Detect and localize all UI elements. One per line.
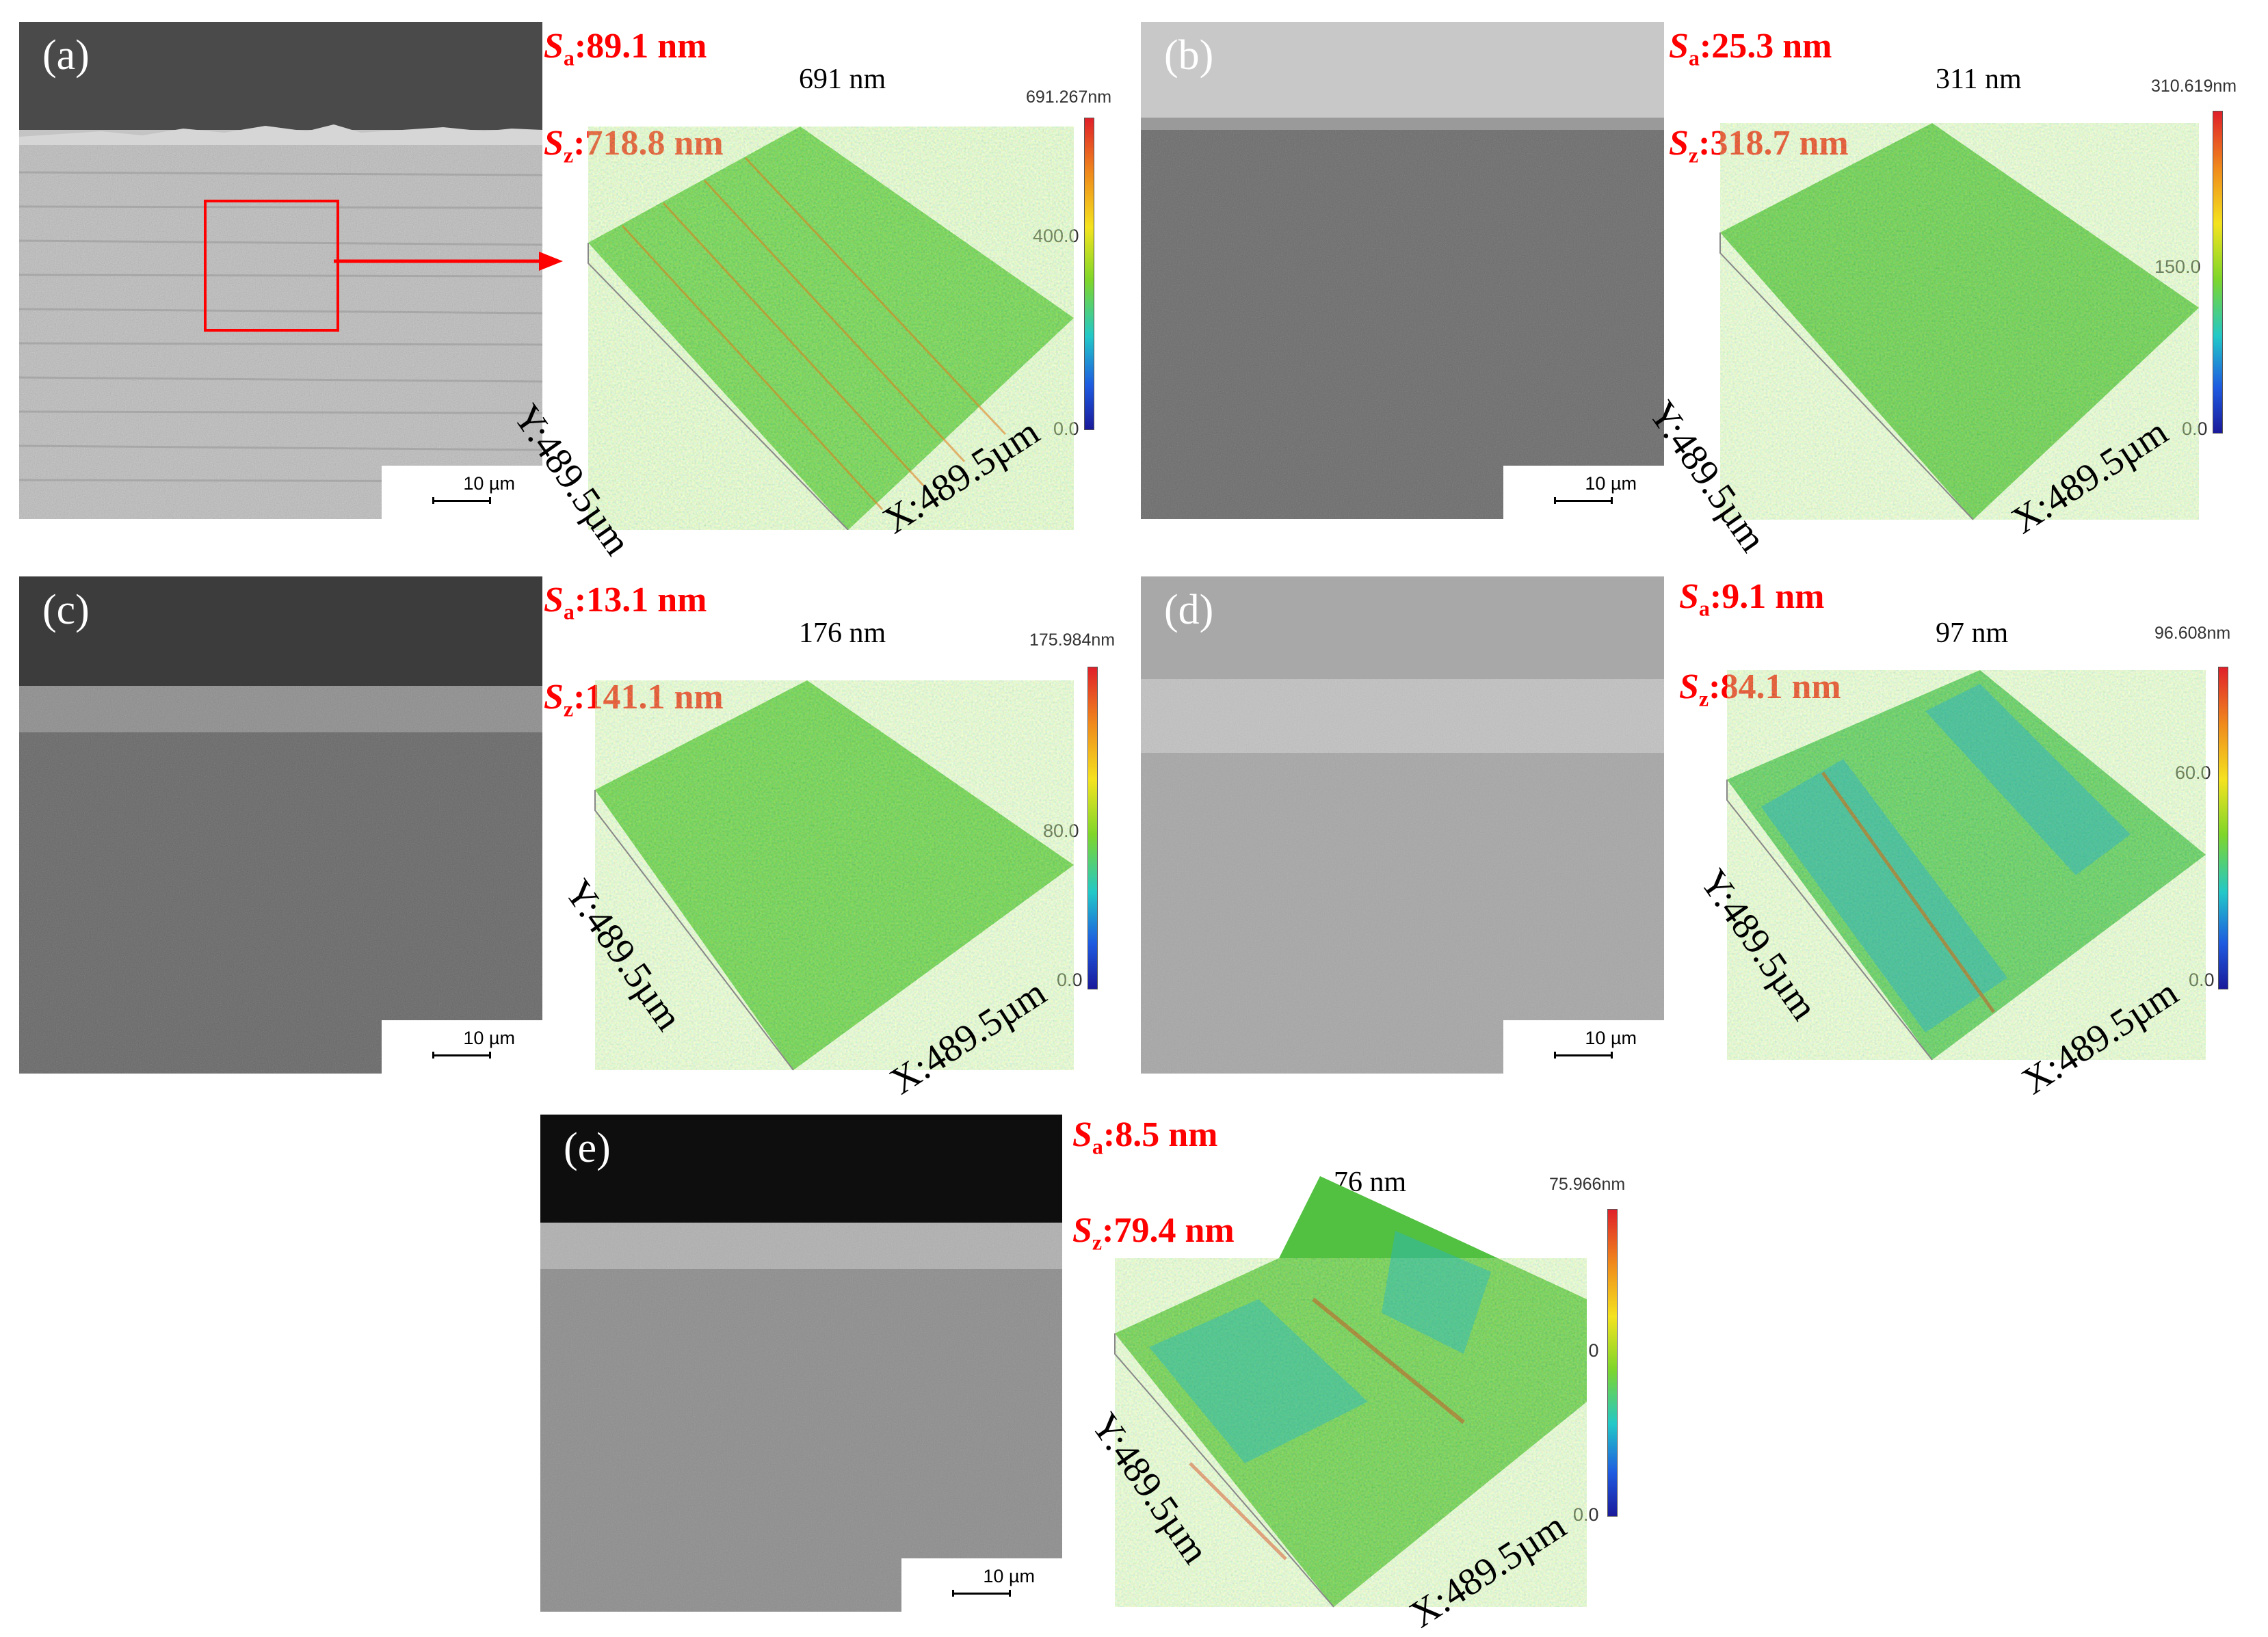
- sz-value: Sz:318.7 nm: [1669, 124, 1849, 168]
- zoom-arrow: [334, 252, 563, 271]
- scale-bar: [432, 497, 491, 504]
- colorbar-min: 0.0: [1573, 1504, 1599, 1525]
- scale-bar: [952, 1590, 1011, 1597]
- max-height-label: 97 nm: [1936, 617, 2009, 649]
- scale-bar-label: 10 µm: [463, 473, 515, 494]
- scale-bar: [1554, 497, 1613, 504]
- panel-label: (a): [42, 32, 90, 79]
- sa-value: Sa:25.3 nm: [1669, 27, 1832, 70]
- max-height-label: 311 nm: [1936, 64, 2022, 95]
- colorbar: [2213, 111, 2223, 434]
- sa-value: Sa:89.1 nm: [544, 27, 707, 70]
- colorbar-max: 691.267nm: [1026, 88, 1112, 107]
- colorbar: [1087, 667, 1098, 989]
- panel-label: (e): [564, 1125, 611, 1171]
- colorbar: [2218, 667, 2228, 989]
- sa-value: Sa:13.1 nm: [544, 581, 707, 624]
- colorbar-min: 0.0: [1057, 970, 1083, 990]
- max-height-label: 176 nm: [799, 617, 886, 649]
- colorbar-mid: 150.0: [2154, 256, 2201, 277]
- sa-value: Sa:9.1 nm: [1679, 577, 1825, 621]
- max-height-label: 691 nm: [799, 64, 886, 95]
- sa-value: Sa:8.5 nm: [1072, 1115, 1218, 1159]
- scale-bar-label: 10 µm: [463, 1028, 515, 1048]
- scale-bar-label: 10 µm: [983, 1566, 1035, 1586]
- colorbar-max: 310.619nm: [2151, 77, 2237, 96]
- panel-label: (d): [1164, 587, 1214, 633]
- colorbar-max: 75.966nm: [1549, 1175, 1626, 1194]
- roi-highlight-box: [204, 200, 339, 332]
- scale-bar-box: 10 µm: [382, 466, 542, 519]
- scale-bar-label: 10 µm: [1585, 473, 1637, 494]
- scale-bar: [1554, 1052, 1613, 1059]
- sz-value: Sz:718.8 nm: [544, 124, 724, 168]
- scale-bar-box: 10 µm: [382, 1020, 542, 1074]
- 3d-surface-plot: [1114, 1176, 1587, 1608]
- sem-image-e: (e) 10 µm: [540, 1115, 1062, 1612]
- scale-bar-label: 10 µm: [1585, 1028, 1637, 1048]
- 3d-surface-plot: [1719, 123, 2199, 520]
- sz-value: Sz:141.1 nm: [544, 678, 724, 721]
- scale-bar: [432, 1052, 491, 1059]
- colorbar-min: 0.0: [2189, 970, 2215, 990]
- 3d-surface-plot: [594, 680, 1074, 1071]
- colorbar: [1084, 118, 1094, 430]
- panel-label: (b): [1164, 32, 1214, 79]
- colorbar-min: 0.0: [2182, 418, 2208, 439]
- colorbar: [1607, 1209, 1618, 1517]
- panel-label: (c): [42, 587, 90, 633]
- sem-image-d: (d) 10 µm: [1141, 576, 1664, 1074]
- 3d-surface-plot: [588, 127, 1074, 530]
- scale-bar-box: 10 µm: [901, 1558, 1062, 1612]
- scale-bar-box: 10 µm: [1503, 466, 1664, 519]
- 3d-surface-plot: [1726, 670, 2206, 1061]
- sem-image-b: (b) 10 µm: [1141, 22, 1664, 519]
- sz-value: Sz:84.1 nm: [1679, 667, 1841, 711]
- sem-image-a: (a) 10 µm: [19, 22, 542, 519]
- colorbar-max: 175.984nm: [1029, 630, 1116, 650]
- colorbar-mid: 60.0: [2175, 762, 2211, 783]
- colorbar-min: 0.0: [1053, 418, 1079, 439]
- colorbar-max: 96.608nm: [2154, 624, 2231, 643]
- scale-bar-box: 10 µm: [1503, 1020, 1664, 1074]
- colorbar-mid: 400.0: [1033, 226, 1079, 246]
- sz-value: Sz:79.4 nm: [1072, 1211, 1235, 1255]
- sem-image-c: (c) 10 µm: [19, 576, 542, 1074]
- colorbar-mid: 80.0: [1043, 821, 1079, 841]
